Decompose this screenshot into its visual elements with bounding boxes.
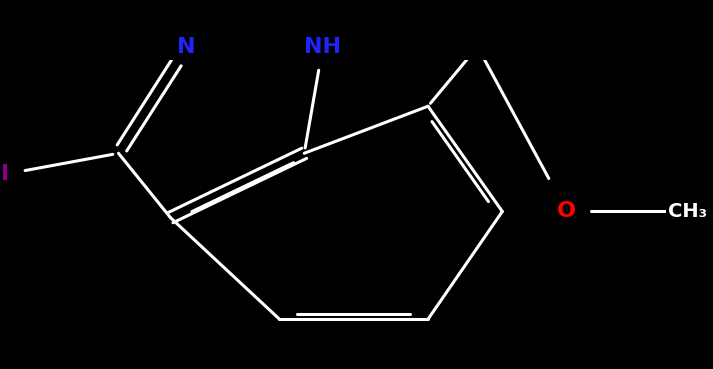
Text: O: O [557, 201, 576, 221]
Text: NH: NH [304, 37, 342, 57]
Text: N: N [178, 37, 196, 57]
Text: I: I [1, 164, 9, 184]
Text: CH₃: CH₃ [669, 202, 707, 221]
